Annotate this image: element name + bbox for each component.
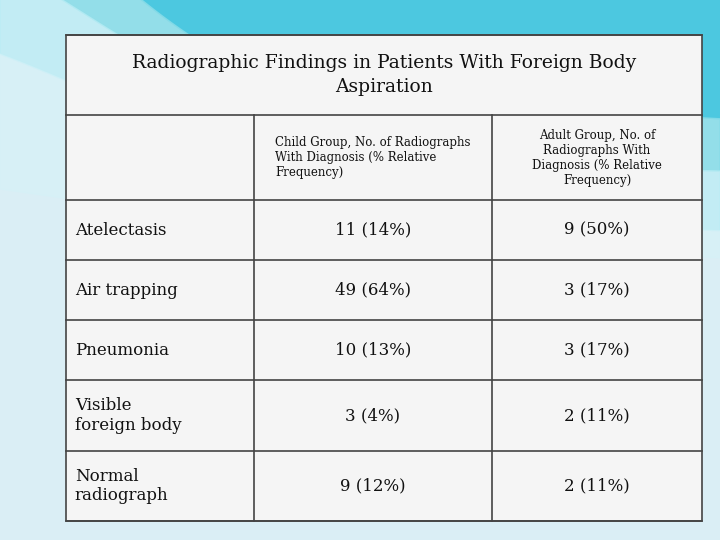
Text: Visible
foreign body: Visible foreign body — [75, 397, 181, 434]
Text: Normal
radiograph: Normal radiograph — [75, 468, 168, 504]
Text: 9 (50%): 9 (50%) — [564, 222, 630, 239]
Text: 11 (14%): 11 (14%) — [335, 222, 411, 239]
Text: 3 (4%): 3 (4%) — [346, 407, 400, 424]
Text: Atelectasis: Atelectasis — [75, 222, 166, 239]
Bar — [66, 35, 702, 521]
Text: 9 (12%): 9 (12%) — [340, 477, 406, 495]
Text: 49 (64%): 49 (64%) — [335, 282, 411, 299]
Text: 10 (13%): 10 (13%) — [335, 342, 411, 359]
Text: 3 (17%): 3 (17%) — [564, 342, 630, 359]
Text: Pneumonia: Pneumonia — [75, 342, 169, 359]
Text: 2 (11%): 2 (11%) — [564, 477, 630, 495]
Text: Adult Group, No. of
Radiographs With
Diagnosis (% Relative
Frequency): Adult Group, No. of Radiographs With Dia… — [532, 129, 662, 187]
Text: Air trapping: Air trapping — [75, 282, 178, 299]
Text: Child Group, No. of Radiographs
With Diagnosis (% Relative
Frequency): Child Group, No. of Radiographs With Dia… — [275, 136, 471, 179]
Text: 3 (17%): 3 (17%) — [564, 282, 630, 299]
Text: Radiographic Findings in Patients With Foreign Body
Aspiration: Radiographic Findings in Patients With F… — [132, 55, 636, 96]
Text: 2 (11%): 2 (11%) — [564, 407, 630, 424]
